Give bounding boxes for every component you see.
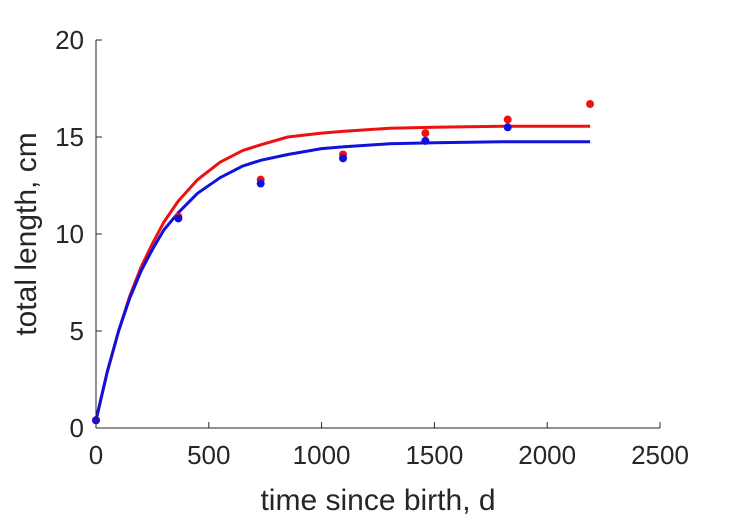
- series-1-point: [421, 136, 430, 145]
- y-tick-label: 0: [70, 413, 84, 443]
- x-tick-label: 2000: [518, 440, 576, 470]
- series-1-point: [503, 123, 512, 132]
- axis-ticks: 0 500 1000 1500 2000 2500 0 5 10 15 20: [55, 25, 689, 470]
- x-tick-label: 1000: [293, 440, 351, 470]
- y-axis-label: total length, cm: [10, 132, 43, 335]
- series-1-point: [174, 214, 183, 223]
- series-0-point: [421, 129, 430, 138]
- series-1-point: [256, 179, 265, 188]
- series-0-point: [586, 100, 595, 109]
- series-1-point: [339, 154, 348, 163]
- y-tick-label: 20: [55, 25, 84, 55]
- plot-marks: [92, 100, 595, 425]
- x-tick-label: 1500: [405, 440, 463, 470]
- x-tick-label: 0: [89, 440, 103, 470]
- series-0-curve: [94, 124, 591, 421]
- x-tick-label: 2500: [631, 440, 689, 470]
- series-0-point: [503, 115, 512, 124]
- series-1-curve: [94, 140, 591, 421]
- y-tick-label: 5: [70, 316, 84, 346]
- y-tick-label: 10: [55, 219, 84, 249]
- x-axis-label: time since birth, d: [260, 484, 495, 517]
- x-tick-label: 500: [187, 440, 230, 470]
- y-tick-label: 15: [55, 122, 84, 152]
